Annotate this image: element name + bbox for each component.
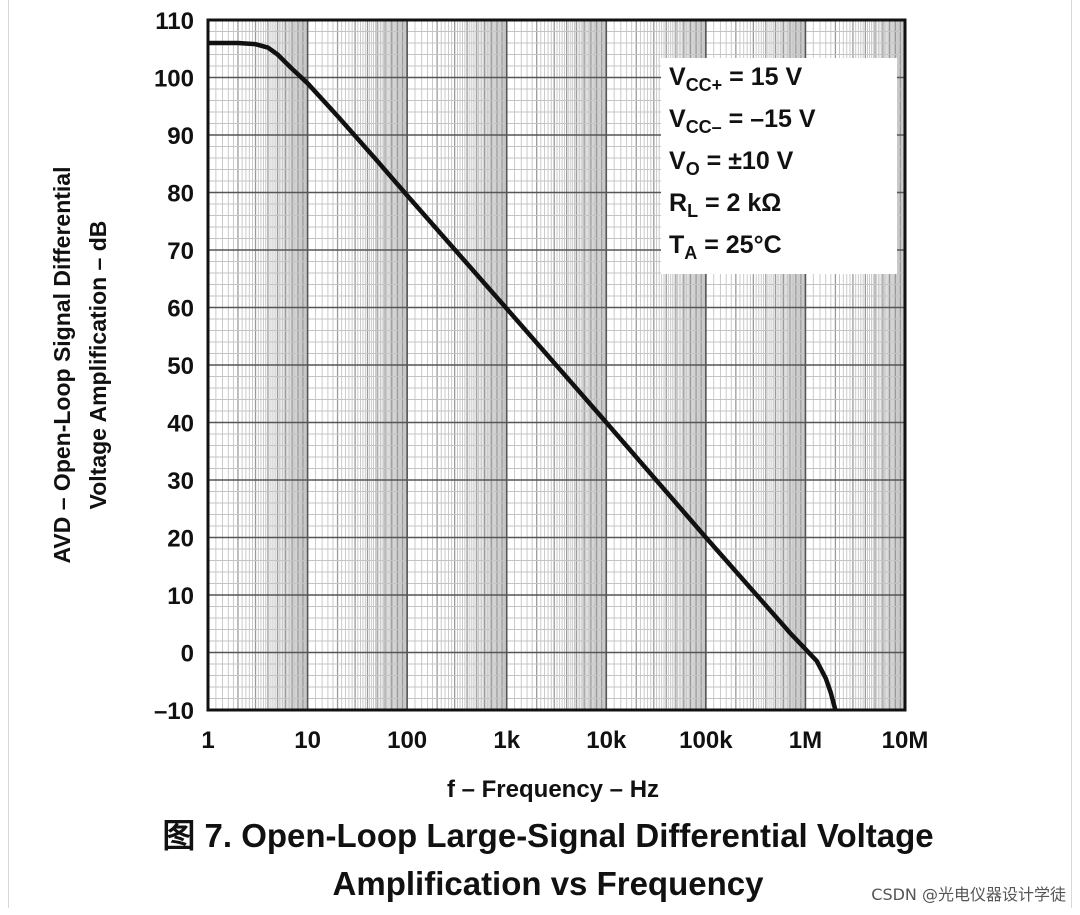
y-tick-label: 30 bbox=[167, 468, 194, 495]
caption-line2: Amplification vs Frequency bbox=[332, 865, 764, 902]
condition-subscript: CC+ bbox=[685, 75, 723, 95]
y-tick-label: 90 bbox=[167, 123, 194, 150]
figure-frame bbox=[8, 0, 1072, 908]
condition-symbol: R bbox=[669, 189, 688, 217]
x-tick-label: 100k bbox=[679, 727, 733, 754]
x-tick-label: 10M bbox=[882, 727, 929, 754]
condition-row: RL = 2 kΩ bbox=[669, 186, 889, 228]
condition-value: = 25°C bbox=[697, 231, 782, 259]
condition-row: VCC+ = 15 V bbox=[669, 60, 889, 102]
y-tick-label: 10 bbox=[167, 583, 194, 610]
condition-value: = 2 kΩ bbox=[698, 189, 782, 217]
y-tick-label: 80 bbox=[167, 181, 194, 208]
y-axis-label: AVD – Open-Loop Signal Differential Volt… bbox=[49, 167, 111, 564]
test-conditions-legend: VCC+ = 15 V VCC– = –15 V VO = ±10 V RL = 2 … bbox=[661, 58, 897, 274]
condition-subscript: CC– bbox=[685, 117, 722, 137]
y-tick-label: –10 bbox=[154, 698, 194, 725]
y-tick-label: 60 bbox=[167, 296, 194, 323]
y-tick-label: 70 bbox=[167, 238, 194, 265]
y-axis-label-line1: AVD – Open-Loop Signal Differential bbox=[49, 167, 75, 564]
condition-symbol: V bbox=[669, 63, 686, 91]
watermark: CSDN @光电仪器设计学徒 bbox=[871, 885, 1066, 904]
caption-line1: 图 7. Open-Loop Large-Signal Differential… bbox=[162, 817, 934, 854]
condition-value: = ±10 V bbox=[699, 147, 794, 175]
x-tick-label: 10k bbox=[586, 727, 627, 754]
condition-symbol: T bbox=[669, 231, 685, 259]
condition-row: VO = ±10 V bbox=[669, 144, 889, 186]
plot-border bbox=[206, 18, 907, 712]
condition-value: = 15 V bbox=[722, 63, 803, 91]
x-tick-label: 1 bbox=[201, 727, 214, 754]
condition-value: = –15 V bbox=[721, 105, 816, 133]
y-tick-label: 110 bbox=[155, 8, 194, 35]
condition-subscript: L bbox=[687, 201, 699, 221]
y-tick-label: 20 bbox=[167, 526, 194, 553]
x-tick-label: 10 bbox=[294, 727, 321, 754]
figure-caption: 图 7. Open-Loop Large-Signal Differential… bbox=[98, 812, 998, 908]
condition-symbol: V bbox=[669, 147, 686, 175]
condition-symbol: V bbox=[669, 105, 686, 133]
y-tick-label: 0 bbox=[181, 641, 194, 668]
gain-curve bbox=[208, 40, 838, 711]
x-tick-label: 1k bbox=[493, 727, 520, 754]
y-tick-label: 100 bbox=[154, 66, 194, 93]
x-tick-label: 100 bbox=[387, 727, 427, 754]
x-tick-labels: 1 10 100 1k 10k 100k 1M 10M bbox=[201, 727, 928, 754]
x-tick-label: 1M bbox=[789, 727, 822, 754]
condition-row: VCC– = –15 V bbox=[669, 102, 889, 144]
y-axis-label-line2: Voltage Amplification – dB bbox=[85, 221, 111, 510]
y-tick-label: 40 bbox=[167, 411, 194, 438]
x-axis-label: f – Frequency – Hz bbox=[447, 776, 659, 803]
y-tick-label: 50 bbox=[167, 353, 194, 380]
condition-row: TA = 25°C bbox=[669, 228, 889, 270]
condition-subscript: A bbox=[684, 243, 698, 263]
condition-subscript: O bbox=[685, 159, 700, 179]
